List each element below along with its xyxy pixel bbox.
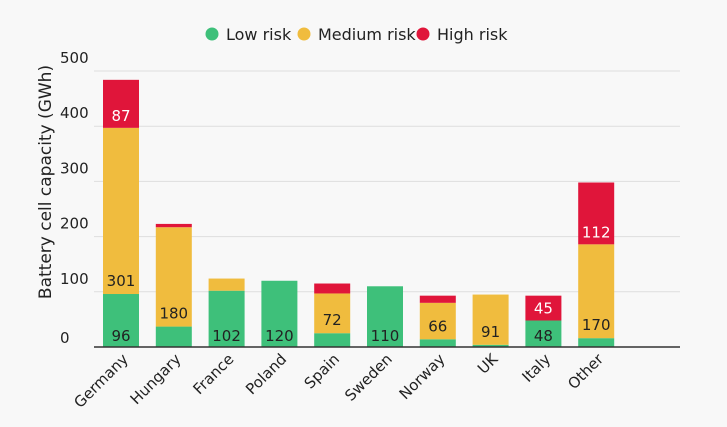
bar-segment-medium-risk bbox=[472, 294, 509, 345]
bar-segment-medium-risk bbox=[419, 302, 456, 340]
data-label: 102 bbox=[212, 327, 241, 345]
bar-segment-medium-risk bbox=[578, 244, 615, 339]
data-label: 72 bbox=[323, 311, 342, 329]
y-tick-label: 500 bbox=[60, 49, 89, 67]
bar-segment-medium-risk bbox=[314, 293, 351, 334]
bar-segment-low-risk bbox=[367, 286, 403, 347]
bar-segment-low-risk bbox=[208, 290, 245, 347]
y-tick-label: 100 bbox=[60, 270, 89, 288]
data-label: 96 bbox=[111, 327, 130, 345]
bar-segment-low-risk bbox=[155, 326, 192, 347]
bar-segment-low-risk bbox=[261, 280, 298, 347]
y-tick-label: 200 bbox=[60, 215, 89, 233]
data-label: 87 bbox=[111, 107, 130, 125]
legend-marker bbox=[416, 27, 430, 41]
y-tick-label: 400 bbox=[60, 104, 89, 122]
x-tick-label: Hungary bbox=[127, 350, 185, 408]
legend: Low risk Medium risk High risk bbox=[205, 25, 508, 44]
data-label: 91 bbox=[481, 323, 500, 341]
y-tick-label: 300 bbox=[60, 159, 89, 177]
y-axis-label: Battery cell capacity (GWh) bbox=[36, 65, 56, 299]
legend-label: High risk bbox=[437, 25, 508, 44]
bar-segment-medium-risk bbox=[208, 278, 245, 291]
bar-segment-high-risk bbox=[155, 223, 192, 228]
bar-segment-low-risk bbox=[472, 344, 509, 347]
data-label: 110 bbox=[371, 327, 400, 345]
bar-segment-low-risk bbox=[419, 339, 456, 347]
bar-segment-low-risk bbox=[103, 294, 139, 347]
bar-segment-high-risk bbox=[419, 295, 456, 303]
legend-label: Low risk bbox=[226, 25, 292, 44]
data-label: 48 bbox=[534, 327, 553, 345]
bar-segment-low-risk bbox=[314, 333, 351, 347]
bar-segment-high-risk bbox=[314, 283, 351, 294]
bar-segment-medium-risk bbox=[103, 127, 139, 295]
y-tick-label: 0 bbox=[60, 329, 70, 347]
bar-segment-low-risk bbox=[525, 320, 562, 347]
x-tick-label: Germany bbox=[70, 350, 132, 412]
x-tick-label: France bbox=[189, 350, 237, 398]
x-tick-label: Sweden bbox=[341, 350, 396, 405]
data-label: 112 bbox=[582, 223, 611, 241]
bar-segment-low-risk bbox=[578, 338, 615, 347]
bar-segment-high-risk bbox=[578, 182, 615, 245]
legend-marker bbox=[297, 27, 311, 41]
x-tick-label: Spain bbox=[301, 350, 343, 392]
data-label: 170 bbox=[582, 316, 611, 334]
y-axis-ticks: 0 100 200 300 400 500 bbox=[60, 49, 89, 347]
data-label: 120 bbox=[265, 327, 294, 345]
bar-segment-high-risk bbox=[525, 295, 562, 321]
legend-marker bbox=[205, 27, 219, 41]
x-tick-label: Poland bbox=[242, 350, 290, 398]
legend-label: Medium risk bbox=[318, 25, 416, 44]
data-label: 301 bbox=[107, 272, 136, 290]
x-tick-label: Other bbox=[564, 350, 607, 393]
x-tick-label: Italy bbox=[518, 350, 554, 386]
data-label: 45 bbox=[534, 300, 553, 318]
bars: 96 301 87 180 102 120 72 110 66 91 48 45 170 112 bbox=[103, 79, 615, 347]
bar-segment-high-risk bbox=[103, 79, 139, 128]
x-tick-label: Norway bbox=[396, 350, 449, 403]
bar-segment-medium-risk bbox=[155, 227, 192, 327]
data-label: 180 bbox=[159, 305, 188, 323]
data-label: 66 bbox=[428, 317, 447, 335]
x-tick-label: UK bbox=[474, 349, 502, 377]
